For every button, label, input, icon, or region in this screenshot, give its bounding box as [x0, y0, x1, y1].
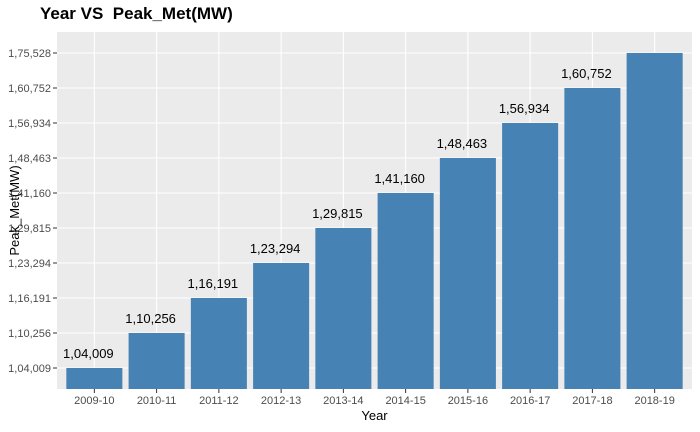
- y-tick-label: 1,56,934: [8, 118, 51, 130]
- x-tick-label: 2010-11: [137, 395, 177, 407]
- bar-data-label: 1,41,160: [374, 171, 425, 186]
- bar-data-label: 1,23,294: [250, 241, 301, 256]
- x-tick-label: 2011-12: [199, 395, 239, 407]
- bar-data-label: 1,10,256: [125, 311, 176, 326]
- bar: [128, 333, 185, 389]
- bar: [253, 263, 310, 389]
- y-tick-label: 1,41,160: [8, 188, 51, 200]
- bar: [66, 368, 123, 389]
- bar: [502, 123, 559, 389]
- x-tick-label: 2015-16: [448, 395, 488, 407]
- bar: [439, 158, 496, 389]
- x-axis-title: Year: [361, 408, 388, 423]
- x-tick-label: 2018-19: [634, 395, 674, 407]
- x-axis: 2009-10 2010-11 2011-12 2012-13 2013-14 2014-…: [74, 389, 675, 407]
- bar: [190, 298, 247, 389]
- bar-data-label: 1,60,752: [561, 66, 612, 81]
- bar-data-label: 1,56,934: [499, 101, 550, 116]
- chart-title: Year VS Peak_Met(MW): [40, 4, 233, 23]
- y-tick-label: 1,04,009: [8, 363, 51, 375]
- y-tick-label: 1,10,256: [8, 328, 51, 340]
- bar-data-label: 1,16,191: [188, 276, 239, 291]
- x-tick-label: 2012-13: [261, 395, 301, 407]
- y-axis: 1,04,009 1,10,256 1,16,191 1,23,294 1,29,815…: [8, 48, 57, 375]
- x-tick-label: 2017-18: [572, 395, 612, 407]
- bar: [626, 53, 683, 389]
- y-tick-label: 1,60,752: [8, 83, 51, 95]
- bar: [377, 193, 434, 389]
- x-tick-label: 2016-17: [510, 395, 550, 407]
- x-tick-label: 2009-10: [74, 395, 114, 407]
- bar-data-label: 1,48,463: [437, 136, 488, 151]
- y-tick-label: 1,48,463: [8, 153, 51, 165]
- data-labels: 1,04,009 1,10,256 1,16,191 1,23,294 1,29,815…: [63, 66, 612, 361]
- y-axis-title: Peak_Met(MW): [7, 165, 22, 255]
- y-tick-label: 1,29,815: [8, 223, 51, 235]
- y-tick-label: 1,16,191: [8, 293, 51, 305]
- y-tick-label: 1,23,294: [8, 258, 51, 270]
- bar: [315, 228, 372, 389]
- x-tick-label: 2013-14: [323, 395, 363, 407]
- bars: [66, 53, 683, 389]
- x-tick-label: 2014-15: [385, 395, 425, 407]
- bar-data-label: 1,29,815: [312, 206, 363, 221]
- y-tick-label: 1,75,528: [8, 48, 51, 60]
- bar: [564, 88, 621, 389]
- bar-data-label: 1,04,009: [63, 346, 114, 361]
